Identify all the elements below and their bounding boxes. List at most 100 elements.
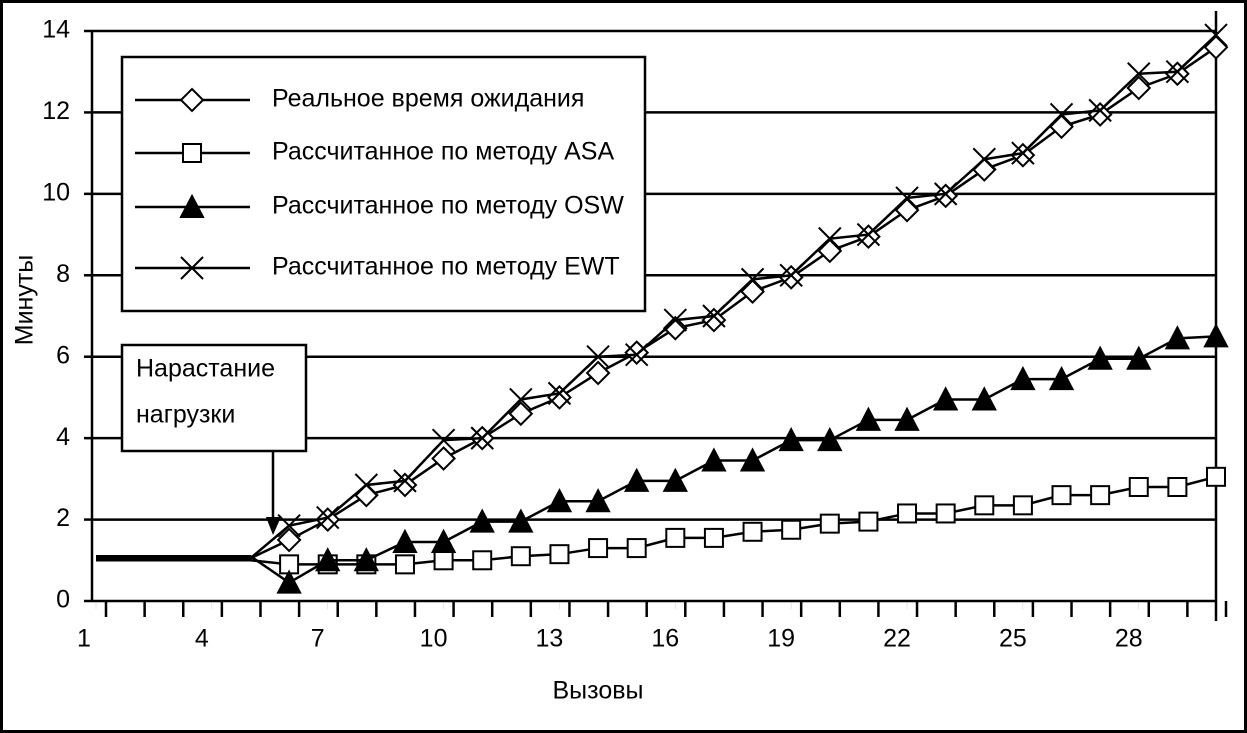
legend-label: Рассчитанное по методу OSW: [272, 192, 624, 220]
data-point: [546, 488, 573, 513]
y-tick-label: 2: [56, 504, 70, 532]
data-point: [585, 360, 611, 386]
x-tick-label: 4: [195, 625, 209, 653]
data-point: [1087, 345, 1113, 370]
data-point: [781, 519, 802, 540]
data-point: [662, 315, 688, 341]
data-point: [276, 527, 302, 553]
data-point: [855, 406, 882, 431]
data-point: [433, 550, 454, 571]
data-point: [742, 521, 763, 542]
data-point: [353, 547, 379, 572]
data-point: [897, 503, 918, 524]
x-axis-title: Вызовы: [553, 677, 644, 705]
data-point: [1127, 62, 1151, 86]
y-tick-label: 0: [56, 586, 70, 614]
data-point: [586, 345, 610, 369]
x-tick-label: 25: [999, 625, 1027, 653]
data-point: [1049, 102, 1074, 127]
legend-marker: [179, 193, 205, 218]
data-point: [1167, 477, 1188, 497]
data-point: [663, 308, 688, 332]
data-point: [1012, 495, 1033, 516]
data-point: [894, 406, 920, 431]
data-point: [1165, 60, 1190, 84]
data-point: [779, 263, 803, 287]
annotation-text: нагрузки: [136, 401, 235, 429]
data-point: [316, 505, 340, 530]
data-point: [624, 342, 649, 367]
data-point: [701, 447, 727, 472]
y-axis-title: Минуты: [11, 255, 39, 346]
y-tick-label: 6: [56, 341, 70, 369]
x-tick-label: 13: [536, 625, 564, 653]
data-point: [431, 428, 456, 452]
data-point: [510, 546, 531, 567]
data-point: [1128, 477, 1149, 497]
data-point: [740, 267, 765, 292]
data-point: [431, 446, 457, 471]
data-point: [665, 527, 686, 548]
data-point: [933, 386, 959, 411]
data-point: [856, 222, 881, 247]
data-point: [935, 503, 956, 524]
data-point: [508, 401, 534, 427]
data-point: [858, 511, 879, 532]
y-tick-label: 12: [42, 97, 70, 125]
x-tick-label: 10: [420, 625, 448, 653]
data-point: [509, 387, 533, 412]
data-point: [1051, 485, 1072, 506]
annotation-arrowhead: [266, 517, 281, 535]
data-point: [1010, 365, 1036, 391]
data-point: [819, 513, 840, 534]
data-point: [739, 447, 766, 472]
data-point: [1126, 75, 1152, 101]
data-point: [703, 527, 724, 548]
x-tick-label: 22: [883, 625, 911, 653]
y-tick-label: 10: [42, 178, 70, 206]
x-tick-label: 7: [311, 625, 325, 653]
data-point: [1048, 365, 1075, 391]
data-point: [508, 508, 534, 533]
data-point: [778, 264, 804, 290]
annotation-box: [120, 343, 308, 453]
y-tick-label: 8: [56, 260, 70, 288]
data-point: [393, 469, 417, 493]
data-point: [972, 147, 996, 171]
data-point: [662, 467, 688, 492]
data-point: [430, 528, 457, 553]
data-point: [1204, 23, 1228, 47]
x-tick-label: 19: [767, 625, 795, 653]
data-point: [1203, 323, 1229, 348]
data-point: [895, 186, 919, 210]
x-tick-label: 1: [77, 625, 91, 653]
data-point: [315, 547, 341, 572]
legend-label: Рассчитанное по методу ASA: [272, 138, 614, 166]
data-point: [971, 386, 997, 411]
data-point: [1164, 61, 1190, 87]
data-point: [585, 488, 611, 513]
data-point: [778, 427, 804, 452]
data-point: [588, 538, 609, 559]
data-point: [549, 544, 570, 565]
data-point: [702, 304, 726, 328]
data-point: [1088, 98, 1112, 123]
data-point: [1010, 142, 1036, 168]
data-point: [974, 495, 995, 516]
annotation-text: Нарастание: [136, 355, 275, 383]
legend-marker: [180, 256, 204, 280]
data-point: [1164, 325, 1191, 350]
data-point: [855, 224, 881, 250]
legend-marker: [182, 143, 202, 163]
x-tick-label: 28: [1115, 625, 1143, 653]
y-tick-label: 4: [56, 423, 70, 451]
data-point: [1206, 466, 1226, 487]
data-point: [469, 508, 495, 533]
data-point: [817, 427, 843, 452]
data-point: [277, 513, 301, 538]
data-point: [818, 226, 842, 251]
legend-marker: [179, 87, 205, 113]
data-point: [626, 538, 647, 559]
y-tick-label: 14: [42, 16, 70, 44]
